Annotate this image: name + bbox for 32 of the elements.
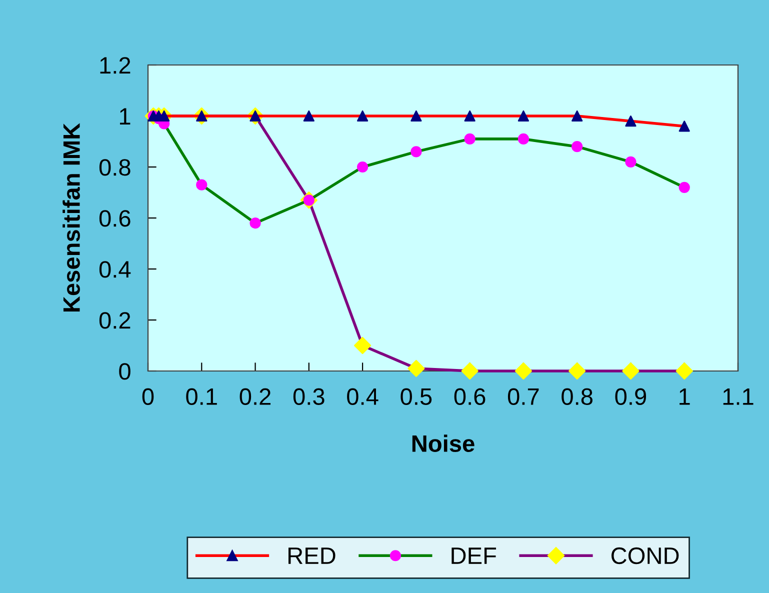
legend-label: DEF	[452, 548, 496, 564]
x-tick-label: 0	[142, 388, 154, 406]
y-tick-label: 0.4	[99, 261, 131, 278]
x-tick-label: 1	[680, 388, 690, 405]
point	[303, 110, 314, 122]
point	[572, 110, 583, 122]
x-tick-label: 1.1	[723, 388, 754, 405]
y-tick-label: 0	[119, 363, 130, 380]
y-tick-label: 1	[120, 108, 130, 125]
y-axis-title: Kesensitifan IMK	[62, 123, 80, 312]
y-tick-label: 0.8	[99, 159, 130, 176]
x-axis-title: Noise	[412, 434, 474, 452]
point	[518, 110, 530, 122]
x-tick-label: 0.6	[454, 388, 486, 406]
x-tick-label: 0.3	[293, 388, 324, 406]
x-tick-label: 0.1	[186, 388, 217, 406]
point	[410, 110, 422, 122]
x-tick-label: 0.5	[400, 388, 432, 406]
point	[356, 110, 368, 122]
y-tick-label: 0.6	[99, 210, 130, 227]
x-tick-label: 0.4	[347, 388, 378, 406]
x-tick-label: 0.2	[240, 388, 270, 406]
x-tick-label: 0.9	[615, 388, 646, 406]
y-tick-label: 1.2	[100, 57, 130, 74]
y-tick-label: 0.2	[99, 312, 130, 329]
point	[678, 120, 690, 132]
x-tick-label: 0.8	[562, 388, 592, 406]
point	[625, 116, 636, 127]
legend-label: COND	[612, 547, 679, 564]
legend-label: RED	[288, 548, 336, 564]
x-tick-label: 0.7	[508, 388, 539, 406]
point	[464, 110, 476, 122]
